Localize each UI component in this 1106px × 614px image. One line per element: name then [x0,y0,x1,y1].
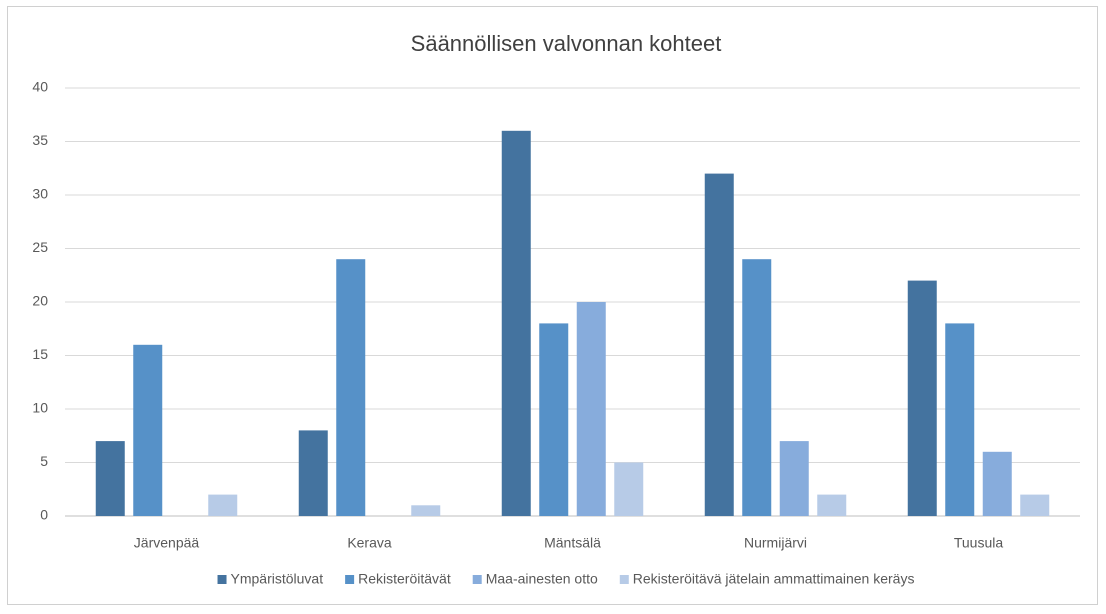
legend-swatch [217,575,227,584]
chart-title: Säännöllisen valvonnan kohteet [411,31,722,56]
y-tick-label: 10 [32,400,48,416]
legend-swatch [472,575,482,584]
bar [742,259,772,516]
bar [95,441,125,516]
y-tick-label: 25 [32,239,48,255]
x-tick-label: Järvenpää [134,535,200,551]
y-tick-label: 5 [40,453,48,469]
legend-swatch [619,575,629,584]
bar [501,130,531,517]
bar [704,173,734,516]
x-tick-label: Tuusula [954,535,1004,551]
bar [539,323,569,516]
y-tick-label: 20 [32,293,48,309]
bar [411,505,441,516]
bar [1020,494,1050,516]
legend-swatch [345,575,355,584]
legend-label: Rekisteröitävät [358,571,451,587]
y-tick-label: 35 [32,132,48,148]
legend-label: Maa-ainesten otto [486,571,598,587]
x-tick-label: Mäntsälä [544,535,601,551]
bar [336,259,366,516]
bar [208,494,238,516]
x-tick-label: Kerava [347,535,392,551]
bar [907,280,937,516]
bar [982,451,1012,516]
y-tick-label: 40 [32,79,48,95]
bar [576,302,606,516]
bar [817,494,847,516]
bar [133,344,163,516]
bar [298,430,328,516]
bar [945,323,975,516]
y-tick-label: 0 [40,507,48,523]
bar [614,462,644,516]
legend-label: Ympäristöluvat [231,571,324,587]
legend-label: Rekisteröitävä jätelain ammattimainen ke… [633,571,915,587]
x-tick-label: Nurmijärvi [744,535,807,551]
bar [779,441,809,516]
y-tick-label: 15 [32,346,48,362]
y-tick-label: 30 [32,186,48,202]
